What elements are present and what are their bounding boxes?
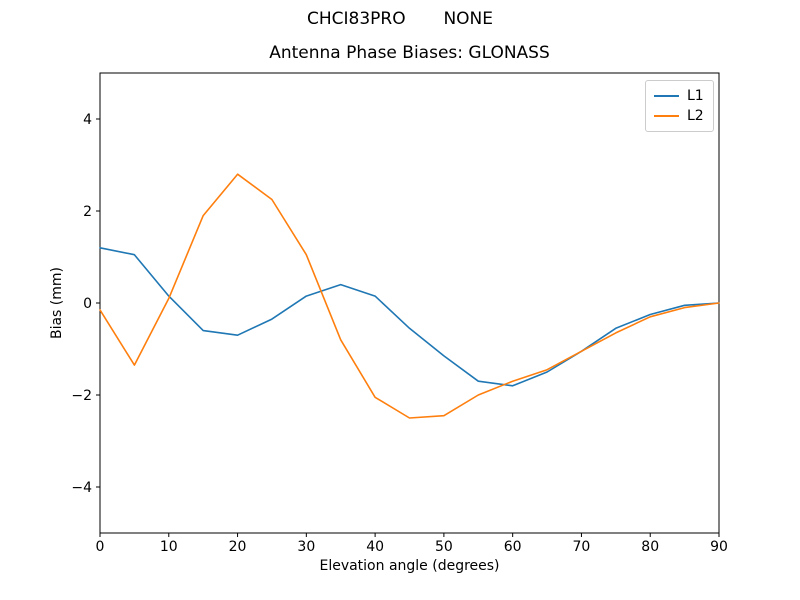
x-tick-label: 20 (229, 539, 247, 555)
y-tick-label: 4 (83, 112, 92, 128)
legend-label-l2: L2 (687, 108, 704, 124)
axes-frame (99, 72, 720, 534)
x-tick-label: 90 (710, 539, 728, 555)
x-tick-label: 70 (573, 539, 591, 555)
legend-entry-l1: L1 (654, 86, 704, 106)
x-tick-label: 60 (504, 539, 522, 555)
series-line-l1 (99, 247, 720, 387)
y-tick-label: 2 (83, 204, 92, 220)
y-axis-ticks: −4 −2 0 2 4 (71, 112, 100, 496)
x-axis-ticks: 0 10 20 30 40 50 60 70 80 90 (96, 533, 728, 555)
x-tick-label: 80 (641, 539, 659, 555)
y-tick-label: −2 (71, 388, 92, 404)
x-tick-label: 30 (297, 539, 315, 555)
legend-label-l1: L1 (687, 88, 704, 104)
chart-title: Antenna Phase Biases: GLONASS (269, 43, 550, 63)
figure-suptitle: CHCI83PRO NONE (307, 9, 493, 29)
y-axis-label: Bias (mm) (49, 266, 65, 340)
legend-entry-l2: L2 (654, 106, 704, 126)
y-tick-label: −4 (71, 480, 92, 496)
x-tick-label: 50 (435, 539, 453, 555)
plot-lines (99, 173, 720, 419)
x-tick-label: 10 (160, 539, 178, 555)
x-axis-label: Elevation angle (degrees) (319, 558, 500, 574)
y-tick-label: 0 (83, 296, 92, 312)
x-tick-label: 40 (366, 539, 384, 555)
legend: L1 L2 (645, 80, 714, 132)
x-tick-label: 0 (96, 539, 105, 555)
legend-line-swatch-l1 (654, 95, 679, 97)
legend-line-swatch-l2 (654, 115, 679, 117)
series-line-l2 (99, 173, 720, 419)
